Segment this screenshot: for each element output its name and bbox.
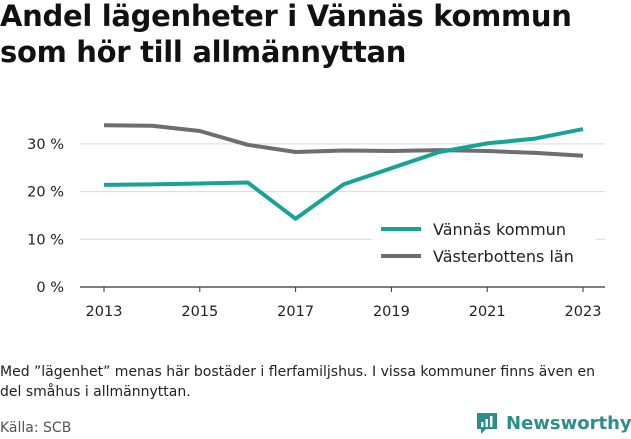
newsworthy-logo-icon [477, 413, 497, 434]
line-chart: 0 % 10 % 20 % 30 % 2013 2015 2017 2019 2021 2023… [27, 123, 605, 320]
x-tick-label: 2017 [277, 304, 314, 320]
legend: Vännäs kommun Västerbottens län [372, 212, 596, 274]
brand-name: Newsworthy [506, 412, 631, 434]
x-axis-ticks: 2013 2015 2017 2019 2021 2023 [86, 287, 602, 320]
footnote: Med ”lägenhet” menas här bostäder i fler… [0, 364, 595, 400]
source-label: Källa: SCB [0, 420, 72, 436]
x-tick-label: 2015 [181, 304, 218, 320]
brand-logo[interactable]: Newsworthy [474, 408, 631, 438]
legend-label: Västerbottens län [433, 247, 574, 266]
chart-title: Andel lägenheter i Vännäs kommun som hör… [0, 0, 572, 69]
series-line [103, 123, 584, 158]
legend-label: Vännäs kommun [433, 220, 566, 239]
series-line [103, 127, 584, 221]
x-tick-label: 2023 [565, 304, 602, 320]
y-tick-label: 0 % [36, 280, 64, 296]
y-tick-label: 30 % [27, 137, 64, 153]
legend-background [372, 212, 596, 274]
y-tick-label: 20 % [27, 185, 64, 201]
x-tick-label: 2021 [469, 304, 506, 320]
series-lines [103, 123, 584, 221]
x-tick-label: 2019 [373, 304, 410, 320]
y-axis-ticks: 0 % 10 % 20 % 30 % [27, 137, 64, 296]
x-tick-label: 2013 [86, 304, 123, 320]
y-tick-label: 10 % [27, 232, 64, 248]
